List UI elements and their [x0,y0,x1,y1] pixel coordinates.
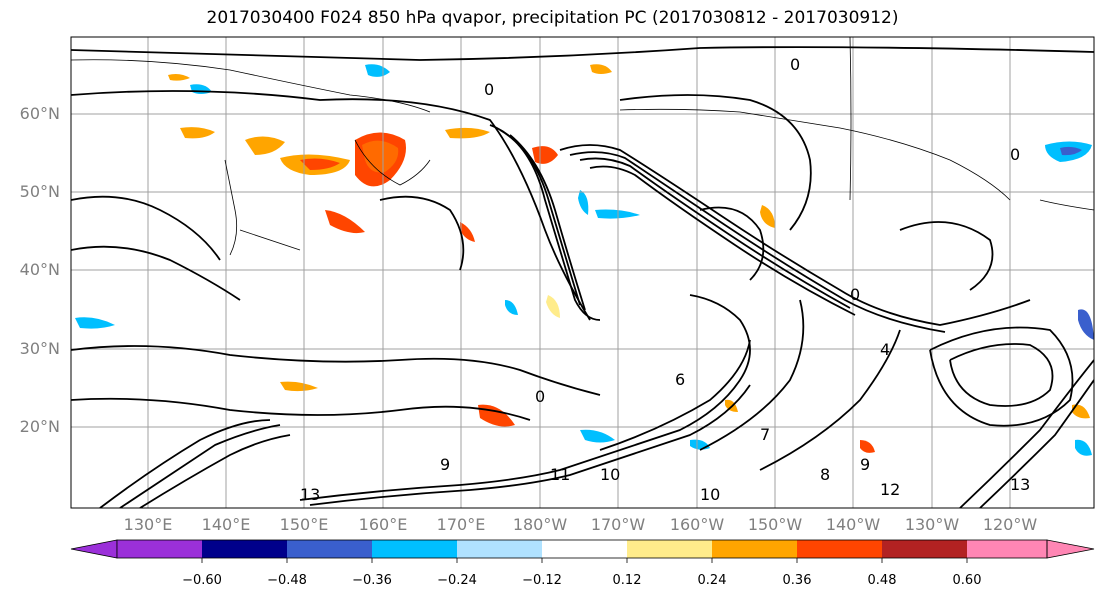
svg-text:10: 10 [700,485,720,504]
svg-text:11: 11 [550,465,570,484]
lat-label-60n: 60°N [19,104,60,123]
colorbar-label: −0.24 [437,573,477,588]
lat-label-30n: 30°N [19,339,60,358]
lat-label-40n: 40°N [19,260,60,279]
colorbar-label: 0.12 [612,573,642,588]
lat-label-50n: 50°N [19,182,60,201]
lon-label-150w: 150°W [747,515,803,534]
lon-label-140w: 140°W [825,515,881,534]
lon-label-150e: 150°E [279,515,329,534]
svg-text:6: 6 [675,370,685,389]
svg-text:8: 8 [820,465,830,484]
graticule [71,37,1094,508]
colorbar-label: 0.36 [782,573,812,588]
svg-text:10: 10 [600,465,620,484]
svg-text:9: 9 [440,455,450,474]
colorbar-extend-right [1046,539,1095,559]
colorbar-label: −0.12 [522,573,562,588]
colorbar-label: −0.36 [352,573,392,588]
lon-label-140e: 140°E [201,515,251,534]
lon-label-170e: 170°E [436,515,486,534]
lat-label-20n: 20°N [19,417,60,436]
lon-label-180w: 180°W [512,515,568,534]
lon-label-120w: 120°W [982,515,1038,534]
map-frame [70,36,1095,509]
colorbar-label: 0.48 [867,573,897,588]
contour-labels: 0 0 6 10 9 10 12 13 13 8 7 0 4 0 0 11 9 [300,55,1030,504]
map-title: 2017030400 F024 850 hPa qvapor, precipit… [206,8,899,28]
lon-label-130w: 130°W [904,515,960,534]
lon-label-160w: 160°W [669,515,725,534]
colorbar [70,539,1095,563]
svg-text:9: 9 [860,455,870,474]
qvapor-contours [71,46,1094,508]
svg-text:0: 0 [484,80,494,99]
svg-text:0: 0 [790,55,800,74]
svg-text:0: 0 [850,285,860,304]
svg-text:12: 12 [880,480,900,499]
colorbar-label: −0.60 [182,573,222,588]
svg-text:0: 0 [1010,145,1020,164]
colorbar-label: 0.60 [952,573,982,588]
colorbar-label: 0.24 [697,573,727,588]
svg-text:4: 4 [880,340,890,359]
svg-text:7: 7 [760,425,770,444]
lon-label-160e: 160°E [358,515,408,534]
map-background [71,37,1094,508]
lon-label-130e: 130°E [123,515,173,534]
precip-positive-shading [168,64,1090,453]
lon-label-170w: 170°W [590,515,646,534]
precip-negative-shading [75,64,1094,456]
svg-text:0: 0 [535,387,545,406]
svg-text:13: 13 [1010,475,1030,494]
svg-text:13: 13 [300,485,320,504]
colorbar-label: −0.48 [267,573,307,588]
colorbar-extend-left [70,539,118,559]
